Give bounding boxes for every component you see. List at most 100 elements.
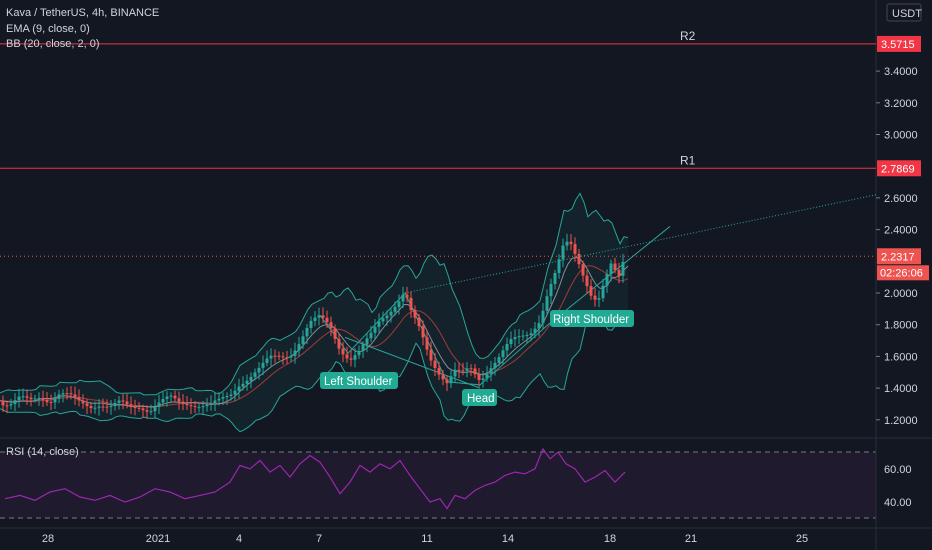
candle-body [261,362,265,368]
candle-body [269,355,273,359]
time-axis[interactable]: 28 2021 4 7 11 14 18 21 25 [42,533,808,545]
candle-body [281,356,285,358]
candle-body [41,397,45,400]
price-tick-label: 2.0000 [884,288,918,300]
candle-body [349,358,353,360]
candle-body [389,311,393,316]
candle-body [321,315,325,318]
resistance-levels[interactable]: R2 R1 [0,29,876,169]
level-tag-r1: 2.7869 [881,163,915,175]
ema-legend[interactable]: EMA (9, close, 0) [6,23,90,35]
price-ticks: 3.4000 3.2000 3.0000 2.6000 2.4000 2.0000 1.80… [876,66,918,427]
candle-body [445,379,449,384]
candle-body [85,403,89,407]
candle-body [93,407,97,409]
candle-body [157,402,161,408]
candle-body [605,274,609,286]
candle-body [309,320,313,328]
candle-body [357,350,361,356]
price-tick-label: 1.6000 [884,351,918,363]
candle-body [441,374,445,380]
candle-body [497,357,501,363]
head-label-bg [462,389,497,406]
candle-body [465,368,469,371]
candle-body [345,354,349,359]
candle-body [577,253,581,265]
price-tick-label: 3.4000 [884,66,918,78]
candle-body [61,393,65,395]
candle-body [129,404,133,408]
candle-body [329,322,333,329]
candle-body [621,261,625,276]
price-tick-label: 3.0000 [884,130,918,142]
candle-body [89,406,93,408]
candle-body [553,272,557,284]
level-tag-bg [877,160,921,177]
candle-body [585,275,589,287]
candle-body [557,259,561,273]
candle-body [493,362,497,369]
candle-body [573,244,577,254]
current-price-tag-bg [877,248,921,265]
rsi-legend[interactable]: RSI (14, close) [6,446,79,458]
candle-body [293,350,297,356]
time-tick-label: 25 [796,533,808,545]
time-tick-label: 7 [316,533,322,545]
candle-body [109,405,113,407]
candle-body [5,405,9,407]
candle-body [149,411,153,413]
candle-body [201,406,205,408]
candle-body [69,393,73,395]
bb-upper [0,192,629,396]
candle-body [425,337,429,350]
candle-body [413,310,417,318]
price-tick-label: 2.6000 [884,193,918,205]
candle-body [565,241,569,246]
bb-legend[interactable]: BB (20, close, 2, 0) [6,38,100,50]
bb-basis [0,265,629,408]
countdown-tag: 02:26:06 [880,267,923,279]
candle-body [397,301,401,307]
candle-body [457,369,461,371]
candle-body [253,372,257,377]
candle-body [137,407,141,409]
candle-body [185,403,189,406]
candle-body [561,245,565,260]
candle-body [501,350,505,358]
candle-body [249,376,253,381]
candle-body [385,315,389,319]
candle-body [9,404,13,406]
candle-body [213,400,217,404]
head-label[interactable]: Head [467,393,495,405]
candle-body [21,396,25,398]
candle-body [521,335,525,337]
rsi-tick-label: 60.00 [884,464,912,476]
candle-body [173,395,177,399]
candle-body [417,317,421,327]
currency-button[interactable] [886,3,922,22]
candle-body [113,402,117,406]
candle-body [233,390,237,395]
candle-body [613,263,617,270]
pattern-labels[interactable]: Left Shoulder Head Right Shoulder [320,310,634,406]
candle-body [381,318,385,322]
candle-body [477,374,481,380]
right-shoulder-label-bg [550,310,634,327]
candle-body [197,407,201,409]
candle-body [473,368,477,375]
level-tag-r2: 3.5715 [881,39,915,51]
candle-body [609,263,613,275]
candle-body [229,394,233,396]
candle-body [181,401,185,404]
left-shoulder-label-bg [320,372,398,389]
price-tags: 3.5715 2.7869 2.2317 02:26:06 [877,35,929,281]
candle-body [133,407,137,409]
candle-body [509,339,513,344]
symbol-legend[interactable]: Kava / TetherUS, 4h, BINANCE [6,7,159,19]
left-shoulder-label[interactable]: Left Shoulder [324,376,393,388]
price-axis[interactable]: USDT 3.4000 3.2000 3.0000 2.6000 2.4000 2.000… [876,3,922,427]
candle-body [221,397,225,399]
right-shoulder-label[interactable]: Right Shoulder [553,314,629,326]
candle-body [437,368,441,375]
